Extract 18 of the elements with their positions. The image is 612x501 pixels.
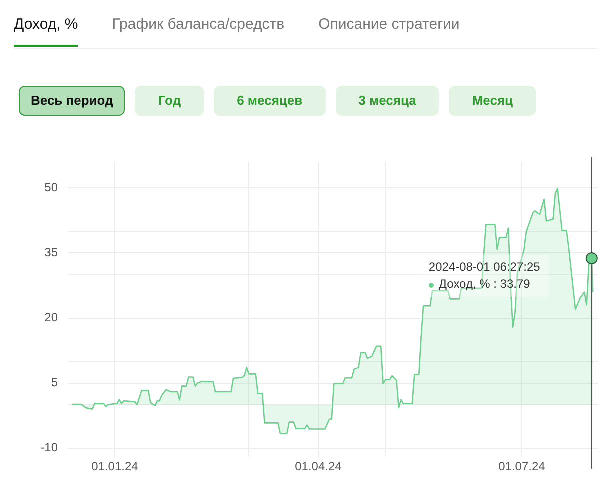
- text: 6 месяцев: [214, 86, 326, 116]
- text: Описание стратегии: [318, 15, 460, 35]
- x-tick-label: 01.01.24: [92, 460, 139, 474]
- y-tick-label: 50: [44, 180, 58, 195]
- text: График баланса/средств: [112, 15, 285, 35]
- x-tick-label: 01.04.24: [295, 460, 342, 474]
- chart-title: Доход, %: [14, 14, 78, 47]
- text: Год: [135, 86, 204, 116]
- annotation: 2024-08-01 06:27:25: [428, 260, 540, 274]
- y-tick-label: 35: [44, 246, 58, 260]
- text: Месяц: [449, 86, 536, 116]
- text: Весь период: [19, 86, 126, 116]
- y-tick-label: -10: [40, 440, 58, 455]
- y-tick-label: 20: [44, 310, 58, 325]
- text: 3 месяца: [336, 86, 440, 116]
- x-tick-label: 01.07.24: [498, 460, 546, 474]
- y-tick-label: 5: [51, 376, 58, 390]
- annotation: Доход, % : 33.79: [438, 277, 530, 292]
